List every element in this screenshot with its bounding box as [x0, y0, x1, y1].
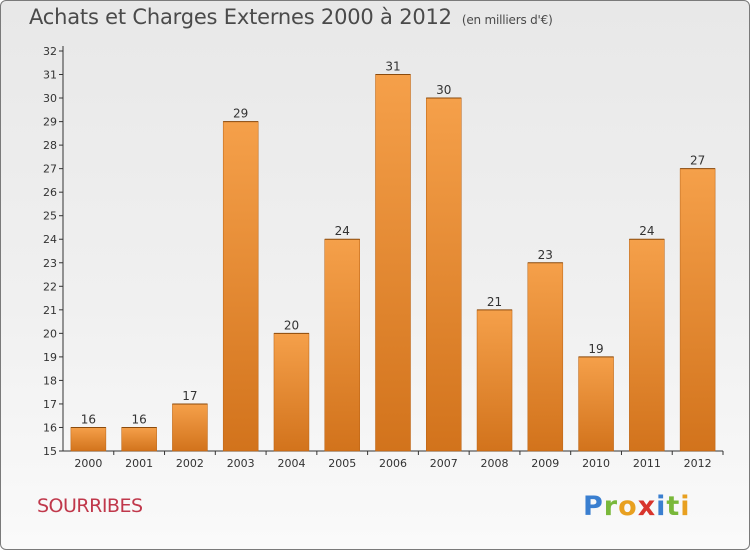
bar [324, 238, 360, 452]
bar [222, 121, 259, 452]
y-tick-label: 20 [43, 327, 57, 340]
data-label: 31 [385, 60, 400, 74]
bar [375, 74, 411, 452]
bar [476, 309, 513, 452]
x-tick-label: 2009 [531, 457, 559, 470]
y-tick-label: 17 [43, 398, 57, 411]
x-tick-label: 2012 [684, 457, 712, 470]
x-tick-label: 2002 [176, 457, 204, 470]
y-tick-label: 15 [43, 445, 57, 458]
x-tick-label: 2000 [74, 457, 102, 470]
y-tick-label: 21 [43, 304, 57, 317]
data-label: 27 [690, 154, 705, 168]
bar [273, 333, 310, 452]
logo-letter: o [618, 491, 638, 522]
y-tick-label: 19 [43, 351, 57, 364]
data-label: 30 [436, 83, 451, 97]
logo-letter: r [603, 491, 619, 522]
data-label: 17 [182, 389, 197, 403]
y-tick-label: 28 [43, 139, 57, 152]
y-tick-label: 23 [43, 257, 57, 270]
y-tick-label: 29 [43, 116, 57, 129]
data-label: 23 [538, 248, 553, 262]
x-tick-label: 2006 [379, 457, 407, 470]
bar [426, 97, 462, 452]
x-tick-label: 2003 [227, 457, 255, 470]
y-tick-label: 25 [43, 210, 57, 223]
y-tick-label: 24 [43, 233, 57, 246]
y-tick-label: 18 [43, 374, 57, 387]
y-tick-label: 27 [43, 163, 57, 176]
data-label: 21 [487, 295, 502, 309]
x-tick-label: 2005 [328, 457, 356, 470]
data-label: 24 [335, 224, 350, 238]
data-label: 20 [284, 318, 299, 332]
axes: 15 16 17 18 19 20 21 22 23 24 25 26 27 28 29 30 31 32 [43, 45, 724, 458]
bar [629, 238, 665, 452]
x-tick-label: 2001 [125, 457, 153, 470]
logo-letter: P [583, 491, 604, 522]
bar [70, 427, 107, 452]
bar [121, 427, 157, 452]
data-labels: 16 2000 16 2001 17 2002 29 2003 20 2004 24 2005 31 20… [74, 60, 711, 470]
y-tick-label: 16 [43, 421, 57, 434]
proxiti-logo[interactable]: Proxiti [583, 491, 691, 522]
y-tick-label: 22 [43, 280, 57, 293]
x-tick-label: 2007 [430, 457, 458, 470]
bars [70, 74, 716, 452]
y-tick-label: 32 [43, 45, 57, 58]
logo-letter: x [637, 491, 657, 522]
y-tick-label: 30 [43, 92, 57, 105]
data-label: 16 [81, 412, 96, 426]
bar [679, 168, 716, 452]
bar [172, 403, 208, 452]
chart-title-text: Achats et Charges Externes 2000 à 2012 [29, 5, 452, 29]
y-tick-label: 26 [43, 186, 57, 199]
logo-letter: i [680, 491, 691, 522]
y-tick-label: 31 [43, 69, 57, 82]
x-tick-label: 2010 [582, 457, 610, 470]
chart-unit: (en milliers d'€) [461, 13, 553, 27]
x-tick-label: 2011 [633, 457, 661, 470]
data-label: 19 [588, 342, 603, 356]
x-tick-label: 2008 [481, 457, 509, 470]
logo-letter: i [656, 491, 667, 522]
data-label: 16 [132, 412, 147, 426]
chart-title: Achats et Charges Externes 2000 à 2012 (e… [29, 5, 553, 29]
x-tick-label: 2004 [277, 457, 305, 470]
bar [527, 262, 564, 452]
data-label: 29 [233, 107, 248, 121]
commune-name: SOURRIBES [37, 495, 143, 517]
data-label: 24 [639, 224, 654, 238]
logo-letter: t [666, 491, 681, 522]
bar [578, 356, 614, 452]
